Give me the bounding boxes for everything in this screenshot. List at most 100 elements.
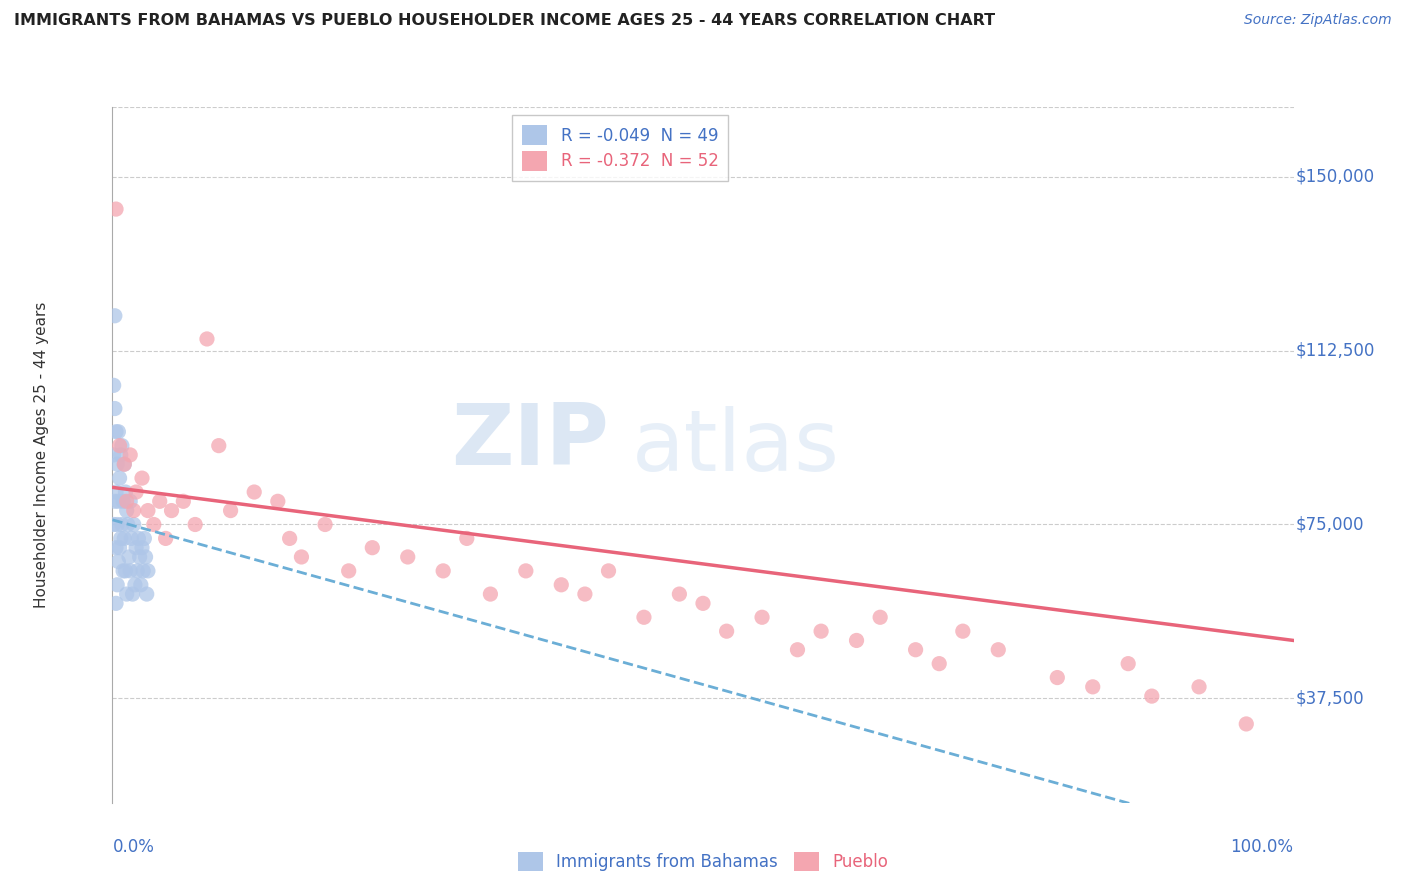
Point bbox=[132, 564, 155, 578]
Point bbox=[105, 541, 128, 555]
Point bbox=[125, 485, 148, 500]
Point bbox=[314, 517, 336, 532]
Point bbox=[122, 517, 145, 532]
Point bbox=[122, 503, 145, 517]
Point bbox=[103, 517, 125, 532]
Point bbox=[107, 494, 129, 508]
Point bbox=[208, 439, 231, 453]
Point bbox=[396, 549, 419, 564]
Point bbox=[136, 503, 159, 517]
Point bbox=[111, 439, 134, 453]
Point bbox=[267, 494, 290, 508]
Point bbox=[105, 517, 128, 532]
Text: $37,500: $37,500 bbox=[1296, 690, 1364, 707]
Point bbox=[127, 564, 149, 578]
Point bbox=[432, 564, 454, 578]
Point bbox=[1046, 671, 1069, 685]
Point bbox=[120, 494, 142, 508]
Point bbox=[128, 549, 150, 564]
Point bbox=[361, 541, 384, 555]
Point bbox=[751, 610, 773, 624]
Point bbox=[135, 549, 157, 564]
Point bbox=[155, 532, 177, 546]
Point bbox=[115, 587, 138, 601]
Point bbox=[131, 541, 153, 555]
Point bbox=[1188, 680, 1211, 694]
Point bbox=[142, 517, 165, 532]
Text: $75,000: $75,000 bbox=[1296, 516, 1364, 533]
Point bbox=[108, 439, 131, 453]
Point bbox=[515, 564, 537, 578]
Text: Householder Income Ages 25 - 44 years: Householder Income Ages 25 - 44 years bbox=[34, 301, 49, 608]
Point bbox=[1081, 680, 1104, 694]
Point bbox=[114, 564, 136, 578]
Point bbox=[115, 503, 138, 517]
Point bbox=[117, 517, 139, 532]
Point bbox=[668, 587, 690, 601]
Point bbox=[1116, 657, 1139, 671]
Point bbox=[115, 494, 138, 508]
Point bbox=[904, 642, 927, 657]
Point bbox=[104, 494, 127, 508]
Text: $112,500: $112,500 bbox=[1296, 342, 1375, 359]
Point bbox=[278, 532, 301, 546]
Point bbox=[1140, 689, 1163, 703]
Point bbox=[105, 457, 128, 471]
Point bbox=[107, 555, 129, 569]
Point bbox=[219, 503, 242, 517]
Point bbox=[127, 532, 149, 546]
Point bbox=[550, 578, 572, 592]
Point bbox=[120, 564, 142, 578]
Text: IMMIGRANTS FROM BAHAMAS VS PUEBLO HOUSEHOLDER INCOME AGES 25 - 44 YEARS CORRELAT: IMMIGRANTS FROM BAHAMAS VS PUEBLO HOUSEH… bbox=[14, 13, 995, 29]
Point bbox=[105, 485, 128, 500]
Point bbox=[195, 332, 218, 346]
Point bbox=[124, 578, 146, 592]
Point bbox=[121, 587, 143, 601]
Point bbox=[869, 610, 891, 624]
Text: 100.0%: 100.0% bbox=[1230, 838, 1294, 855]
Point bbox=[112, 532, 135, 546]
Point bbox=[810, 624, 832, 639]
Point bbox=[134, 532, 156, 546]
Point bbox=[104, 401, 127, 416]
Point bbox=[692, 596, 714, 610]
Point bbox=[716, 624, 738, 639]
Point bbox=[149, 494, 172, 508]
Legend: R = -0.049  N = 49, R = -0.372  N = 52: R = -0.049 N = 49, R = -0.372 N = 52 bbox=[512, 115, 728, 180]
Point bbox=[105, 578, 128, 592]
Point bbox=[125, 541, 148, 555]
Text: $150,000: $150,000 bbox=[1296, 168, 1375, 186]
Point bbox=[987, 642, 1010, 657]
Point bbox=[112, 494, 135, 508]
Point bbox=[104, 309, 127, 323]
Point bbox=[120, 532, 142, 546]
Point bbox=[135, 587, 157, 601]
Point bbox=[114, 485, 136, 500]
Point bbox=[160, 503, 183, 517]
Point bbox=[633, 610, 655, 624]
Point bbox=[952, 624, 974, 639]
Point bbox=[479, 587, 502, 601]
Point bbox=[110, 532, 132, 546]
Point bbox=[456, 532, 478, 546]
Point bbox=[108, 471, 131, 485]
Point bbox=[574, 587, 596, 601]
Point bbox=[290, 549, 312, 564]
Point bbox=[105, 202, 128, 216]
Point bbox=[131, 471, 153, 485]
Point bbox=[337, 564, 360, 578]
Text: ZIP: ZIP bbox=[451, 400, 609, 483]
Point bbox=[845, 633, 868, 648]
Point bbox=[598, 564, 620, 578]
Point bbox=[136, 564, 159, 578]
Point bbox=[120, 448, 142, 462]
Point bbox=[118, 549, 141, 564]
Point bbox=[928, 657, 950, 671]
Point bbox=[1234, 717, 1257, 731]
Point bbox=[112, 457, 135, 471]
Text: atlas: atlas bbox=[633, 407, 841, 490]
Point bbox=[107, 425, 129, 439]
Text: 0.0%: 0.0% bbox=[112, 838, 155, 855]
Point bbox=[184, 517, 207, 532]
Point bbox=[112, 564, 135, 578]
